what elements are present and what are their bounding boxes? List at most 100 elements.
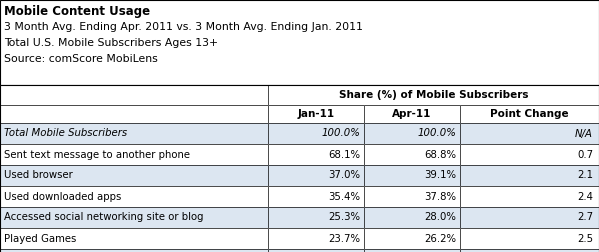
- Text: 39.1%: 39.1%: [424, 171, 456, 180]
- Text: Used browser: Used browser: [4, 171, 72, 180]
- Bar: [0, 249, 268, 252]
- Text: 2.1: 2.1: [577, 171, 593, 180]
- Text: Source: comScore MobiLens: Source: comScore MobiLens: [4, 54, 158, 64]
- Bar: [460, 144, 599, 165]
- Bar: [0, 85, 268, 105]
- Bar: [0, 105, 268, 123]
- Bar: [0, 228, 268, 249]
- Text: Played Games: Played Games: [4, 234, 77, 243]
- Text: 28.0%: 28.0%: [424, 212, 456, 223]
- Bar: [460, 123, 599, 144]
- Bar: [0, 165, 268, 186]
- Bar: [268, 249, 364, 252]
- Bar: [0, 144, 268, 165]
- Bar: [0, 186, 268, 207]
- Bar: [268, 165, 364, 186]
- Text: Share (%) of Mobile Subscribers: Share (%) of Mobile Subscribers: [339, 90, 528, 100]
- Bar: [0, 228, 268, 249]
- Bar: [0, 186, 268, 207]
- Bar: [460, 105, 599, 123]
- Text: 100.0%: 100.0%: [321, 129, 360, 139]
- Bar: [460, 249, 599, 252]
- Bar: [460, 207, 599, 228]
- Text: Used downloaded apps: Used downloaded apps: [4, 192, 122, 202]
- Text: 23.7%: 23.7%: [328, 234, 360, 243]
- Bar: [364, 144, 460, 165]
- Bar: [268, 165, 364, 186]
- Bar: [460, 123, 599, 144]
- Bar: [364, 249, 460, 252]
- Bar: [364, 249, 460, 252]
- Bar: [364, 228, 460, 249]
- Bar: [0, 207, 268, 228]
- Text: Apr-11: Apr-11: [392, 109, 432, 119]
- Text: 0.7: 0.7: [577, 149, 593, 160]
- Bar: [268, 249, 364, 252]
- Bar: [364, 186, 460, 207]
- Text: Point Change: Point Change: [490, 109, 569, 119]
- Bar: [268, 85, 599, 105]
- Bar: [268, 105, 364, 123]
- Bar: [364, 165, 460, 186]
- Text: Total U.S. Mobile Subscribers Ages 13+: Total U.S. Mobile Subscribers Ages 13+: [4, 38, 218, 48]
- Text: 3 Month Avg. Ending Apr. 2011 vs. 3 Month Avg. Ending Jan. 2011: 3 Month Avg. Ending Apr. 2011 vs. 3 Mont…: [4, 22, 363, 32]
- Bar: [268, 207, 364, 228]
- Bar: [364, 165, 460, 186]
- Text: Accessed social networking site or blog: Accessed social networking site or blog: [4, 212, 204, 223]
- Bar: [268, 228, 364, 249]
- Bar: [460, 144, 599, 165]
- Bar: [268, 144, 364, 165]
- Text: 2.4: 2.4: [577, 192, 593, 202]
- Bar: [364, 228, 460, 249]
- Bar: [460, 105, 599, 123]
- Text: 26.2%: 26.2%: [424, 234, 456, 243]
- Bar: [268, 186, 364, 207]
- Text: 2.5: 2.5: [577, 234, 593, 243]
- Bar: [0, 85, 268, 105]
- Bar: [268, 123, 364, 144]
- Bar: [0, 85, 599, 252]
- Bar: [364, 105, 460, 123]
- Bar: [364, 186, 460, 207]
- Bar: [0, 123, 268, 144]
- Bar: [460, 228, 599, 249]
- Text: 100.0%: 100.0%: [417, 129, 456, 139]
- Bar: [460, 165, 599, 186]
- Text: 68.1%: 68.1%: [328, 149, 360, 160]
- Text: Mobile Content Usage: Mobile Content Usage: [4, 5, 150, 17]
- Text: 68.8%: 68.8%: [424, 149, 456, 160]
- Bar: [364, 105, 460, 123]
- Bar: [460, 186, 599, 207]
- Text: Jan-11: Jan-11: [298, 109, 335, 119]
- Bar: [268, 144, 364, 165]
- Bar: [364, 207, 460, 228]
- Text: 35.4%: 35.4%: [328, 192, 360, 202]
- Bar: [0, 105, 268, 123]
- Bar: [268, 105, 364, 123]
- Text: Sent text message to another phone: Sent text message to another phone: [4, 149, 190, 160]
- Bar: [0, 144, 268, 165]
- Text: 37.0%: 37.0%: [328, 171, 360, 180]
- Bar: [460, 186, 599, 207]
- Bar: [460, 228, 599, 249]
- Text: N/A: N/A: [575, 129, 593, 139]
- Text: Total Mobile Subscribers: Total Mobile Subscribers: [4, 129, 127, 139]
- Text: 25.3%: 25.3%: [328, 212, 360, 223]
- Bar: [364, 207, 460, 228]
- Text: 37.8%: 37.8%: [424, 192, 456, 202]
- Bar: [460, 207, 599, 228]
- Bar: [0, 0, 599, 85]
- Bar: [0, 123, 268, 144]
- Bar: [364, 144, 460, 165]
- Bar: [0, 165, 268, 186]
- Bar: [268, 228, 364, 249]
- Bar: [268, 186, 364, 207]
- Bar: [0, 249, 268, 252]
- Bar: [0, 207, 268, 228]
- Bar: [268, 123, 364, 144]
- Bar: [460, 165, 599, 186]
- Bar: [268, 207, 364, 228]
- Text: 2.7: 2.7: [577, 212, 593, 223]
- Bar: [460, 249, 599, 252]
- Bar: [364, 123, 460, 144]
